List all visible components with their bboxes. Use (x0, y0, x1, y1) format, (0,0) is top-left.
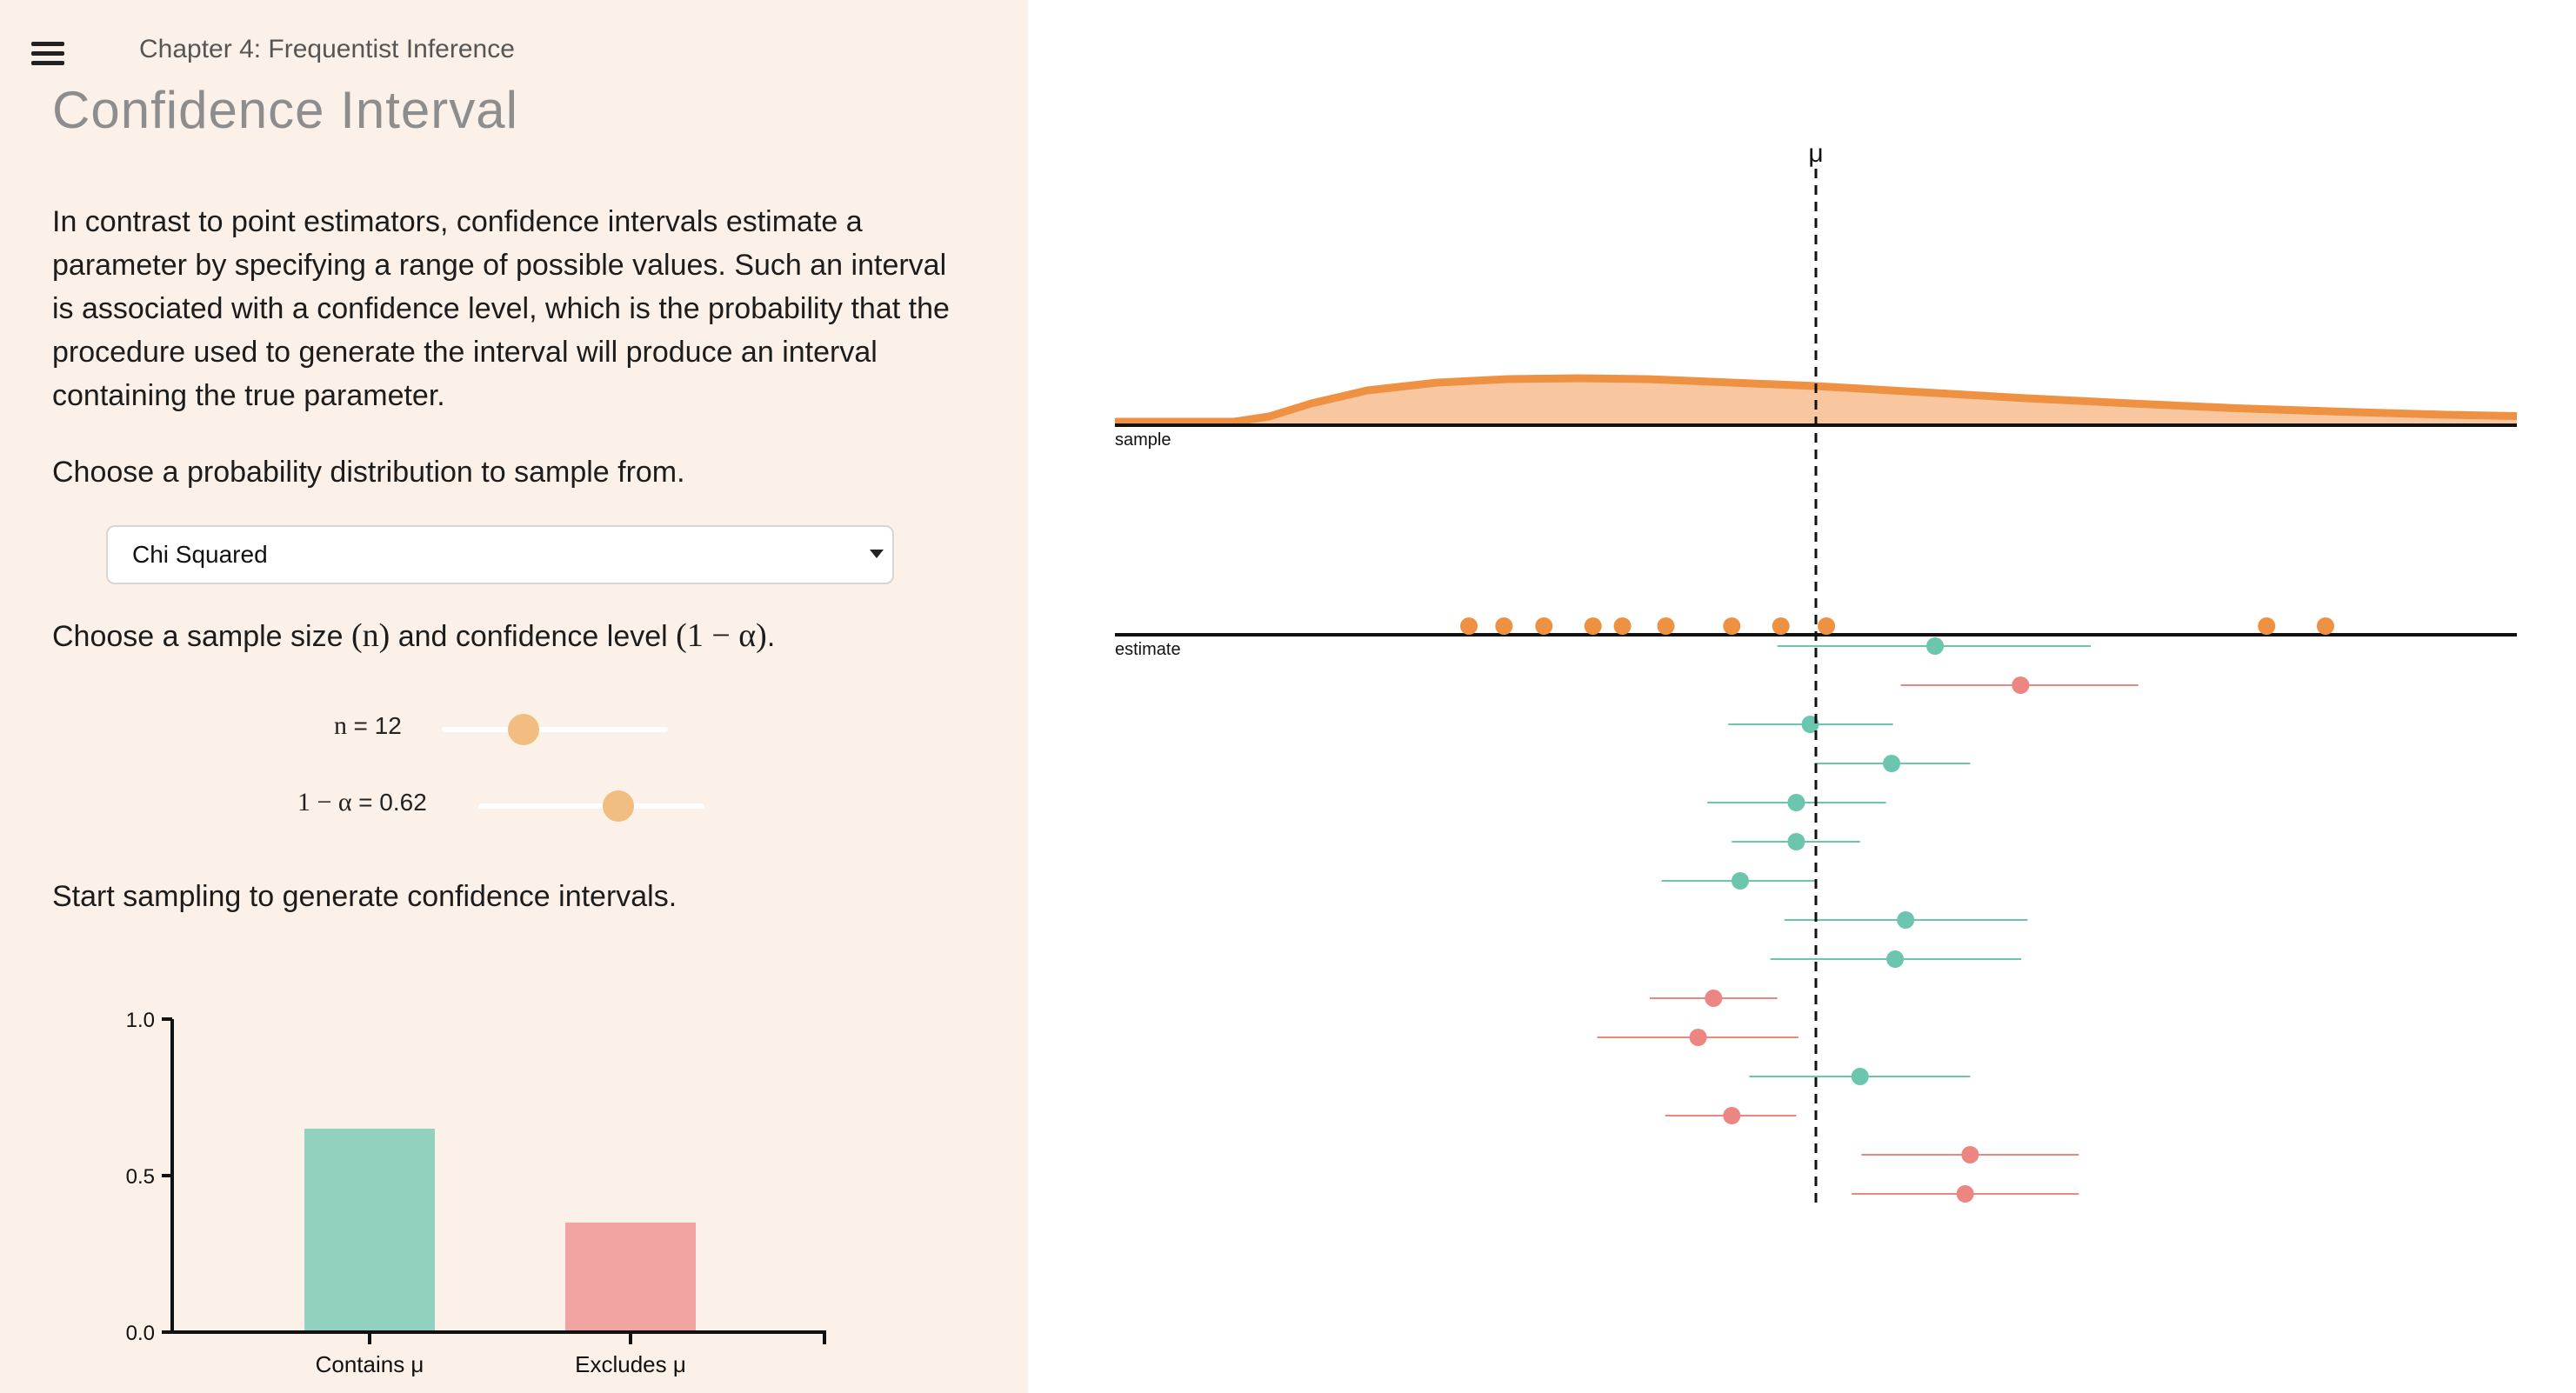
size-prompt-text-a: Choose a sample size (52, 620, 351, 653)
sample-point (1818, 617, 1836, 635)
sample-point (1460, 617, 1478, 635)
distribution-curve (1115, 374, 2518, 426)
interval-estimate-point (1956, 1185, 1974, 1203)
interval-estimate-point (1926, 637, 1945, 655)
bar-contains (304, 1129, 435, 1330)
sample-point (1495, 617, 1513, 635)
start-prompt: Start sampling to generate confidence in… (52, 880, 677, 913)
side-panel: Chapter 4: Frequentist Inference Confide… (0, 0, 1028, 1393)
page-title: Confidence Interval (52, 81, 518, 139)
interval-estimate-point (1961, 1146, 1979, 1163)
interval-estimate-point (1886, 950, 1905, 968)
size-confidence-prompt: Choose a sample size (n) and confidence … (52, 614, 974, 658)
sample-point (1613, 617, 1632, 635)
interval-estimate-point (1787, 833, 1805, 850)
coverage-bar-chart: 0.0 0.5 1.0 Contains μ Excludes μ (126, 1009, 826, 1377)
distribution-select[interactable]: Chi Squared (106, 525, 894, 584)
confidence-math: (1 − α) (676, 617, 767, 654)
interval-estimate-point (1723, 1107, 1741, 1124)
distribution-prompt: Choose a probability distribution to sam… (52, 456, 685, 489)
confidence-slider-label: 1 − α = 0.62 (297, 788, 427, 816)
confidence-value: 0.62 (379, 789, 427, 816)
y-tick-label: 0.0 (126, 1322, 155, 1345)
size-prompt-text-c: . (766, 620, 776, 653)
y-tick-label: 1.0 (126, 1009, 155, 1032)
confidence-symbol: 1 − α (297, 788, 352, 816)
intro-paragraph: In contrast to point estimators, confide… (52, 205, 950, 412)
confidence-slider-thumb[interactable] (603, 790, 635, 822)
sample-point (1772, 617, 1790, 635)
interval-estimate-point (1897, 911, 1915, 929)
sample-point (2258, 617, 2276, 635)
sample-point (1535, 617, 1553, 635)
n-symbol: n (334, 711, 347, 740)
x-tick-label: Excludes μ (575, 1351, 686, 1377)
sample-point (1584, 617, 1602, 635)
bar-excludes (565, 1223, 696, 1330)
mu-label: μ (1808, 139, 1823, 168)
distribution-select-value: Chi Squared (132, 541, 268, 568)
n-slider-thumb[interactable] (507, 714, 539, 745)
interval-estimate-point (1689, 1029, 1707, 1046)
sample-axis-label: sample (1115, 430, 1171, 450)
interval-estimate-point (1731, 872, 1749, 890)
interval-estimate-point (1883, 755, 1901, 772)
n-value: 12 (374, 712, 402, 739)
interval-estimate-point (1787, 794, 1805, 811)
interval-estimate-point (2012, 677, 2030, 694)
estimate-axis-label: estimate (1115, 640, 1181, 659)
y-tick-label: 0.5 (126, 1165, 155, 1189)
interval-plot: sample estimate μ (1115, 139, 2518, 1208)
size-prompt-text-b: and confidence level (390, 620, 677, 653)
confidence-slider-track[interactable] (478, 803, 704, 809)
hamburger-menu-icon[interactable] (31, 38, 66, 70)
n-slider-track[interactable] (442, 727, 668, 732)
n-slider-label: n = 12 (334, 711, 402, 740)
interval-estimate-point (1705, 990, 1723, 1007)
sample-point (1657, 617, 1675, 635)
sample-point (2316, 617, 2334, 635)
chapter-breadcrumb[interactable]: Chapter 4: Frequentist Inference (139, 35, 515, 63)
x-tick-label: Contains μ (316, 1351, 424, 1377)
n-math: (n) (350, 617, 390, 654)
interval-estimate-point (1851, 1068, 1869, 1085)
sample-point (1723, 617, 1741, 635)
dropdown-caret-icon (870, 550, 884, 558)
